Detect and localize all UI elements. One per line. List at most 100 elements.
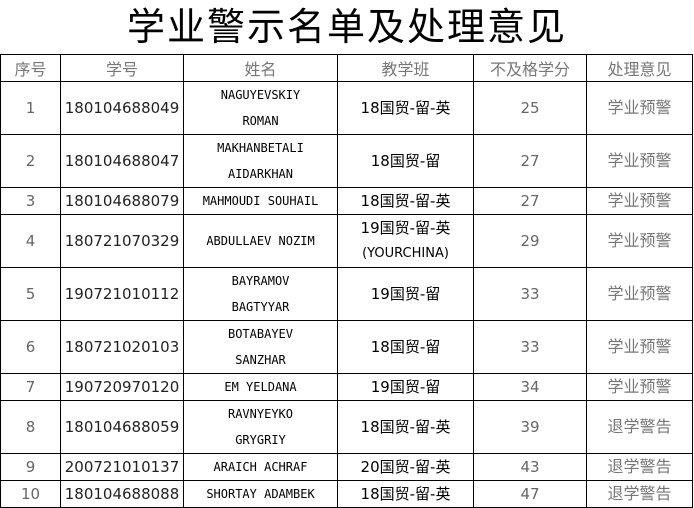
failed-credits: 29 <box>473 214 587 268</box>
student-name: SHORTAY ADAMBEK <box>183 480 338 508</box>
name-line: GRYGRIY <box>235 433 286 447</box>
class-line: 19国贸-留-英 <box>360 219 451 237</box>
teaching-class: 19国贸-留 <box>337 373 474 401</box>
class-line: 18国贸-留 <box>370 338 441 356</box>
handling-opinion: 学业预警 <box>586 373 693 401</box>
column-header: 教学班 <box>337 54 474 82</box>
teaching-class: 20国贸-留-英 <box>337 453 474 481</box>
student-id: 180721070329 <box>60 214 184 268</box>
handling-opinion: 学业预警 <box>586 81 693 135</box>
name-line: ABDULLAEV NOZIM <box>206 234 315 248</box>
row-number: 1 <box>0 81 61 135</box>
column-header: 不及格学分 <box>473 54 587 82</box>
table-row: 7 190720970120 EM YELDANA 19国贸-留 34 学业预警 <box>0 373 693 401</box>
name-line: EM YELDANA <box>224 380 297 394</box>
failed-credits: 33 <box>473 320 587 374</box>
class-line: (YOURCHINA) <box>362 246 449 261</box>
warning-table: 序号 学号 姓名 教学班 不及格学分 处理意见 1 180104688049 NAGUYEVS… <box>0 54 693 508</box>
student-name: BOTABAYEV SANZHAR <box>183 320 338 374</box>
failed-credits: 25 <box>473 81 587 135</box>
row-number: 2 <box>0 134 61 188</box>
failed-credits: 47 <box>473 480 587 508</box>
handling-opinion: 学业预警 <box>586 267 693 321</box>
name-line: BOTABAYEV <box>227 327 294 341</box>
row-number: 10 <box>0 480 61 508</box>
row-number: 5 <box>0 267 61 321</box>
table-row: 8 180104688059 RAVNYEYKO GRYGRIY 18国贸-留-英 39 退… <box>0 400 693 454</box>
class-line: 18国贸-留-英 <box>360 485 451 503</box>
student-name: EM YELDANA <box>183 373 338 401</box>
student-name: MAKHANBETALI AIDARKHAN <box>183 134 338 188</box>
row-number: 3 <box>0 187 61 215</box>
failed-credits: 33 <box>473 267 587 321</box>
name-line: SANZHAR <box>235 353 286 367</box>
table-row: 5 190721010112 BAYRAMOV BAGTYYAR 19国贸-留 33 学业预… <box>0 267 693 321</box>
student-id: 190721010112 <box>60 267 184 321</box>
student-id: 180104688088 <box>60 480 184 508</box>
class-line: 18国贸-留-英 <box>360 99 451 117</box>
student-id: 180104688049 <box>60 81 184 135</box>
table-row: 3 180104688079 MAHMOUDI SOUHAIL 18国贸-留-英 27 学… <box>0 187 693 215</box>
column-header: 处理意见 <box>586 54 693 82</box>
student-name: ARAICH ACHRAF <box>183 453 338 481</box>
name-line: BAGTYYAR <box>231 300 290 314</box>
student-id: 190720970120 <box>60 373 184 401</box>
student-name: BAYRAMOV BAGTYYAR <box>183 267 338 321</box>
teaching-class: 18国贸-留-英 <box>337 480 474 508</box>
row-number: 8 <box>0 400 61 454</box>
teaching-class: 18国贸-留 <box>337 134 474 188</box>
failed-credits: 34 <box>473 373 587 401</box>
teaching-class: 18国贸-留 <box>337 320 474 374</box>
handling-opinion: 退学警告 <box>586 453 693 481</box>
student-id: 180104688079 <box>60 187 184 215</box>
failed-credits: 43 <box>473 453 587 481</box>
name-line: MAKHANBETALI <box>217 141 304 155</box>
class-line: 18国贸-留 <box>370 152 441 170</box>
table-row: 6 180721020103 BOTABAYEV SANZHAR 18国贸-留 33 学业预… <box>0 320 693 374</box>
handling-opinion: 学业预警 <box>586 214 693 268</box>
name-line: AIDARKHAN <box>227 167 294 181</box>
student-name: ABDULLAEV NOZIM <box>183 214 338 268</box>
handling-opinion: 学业预警 <box>586 320 693 374</box>
teaching-class: 18国贸-留-英 <box>337 187 474 215</box>
student-name: RAVNYEYKO GRYGRIY <box>183 400 338 454</box>
handling-opinion: 学业预警 <box>586 187 693 215</box>
page-title: 学业警示名单及处理意见 <box>126 5 567 49</box>
table-row: 1 180104688049 NAGUYEVSKIY ROMAN 18国贸-留-英 25 学… <box>0 81 693 135</box>
handling-opinion: 退学警告 <box>586 400 693 454</box>
name-line: BAYRAMOV <box>231 274 290 288</box>
student-id: 180721020103 <box>60 320 184 374</box>
class-line: 19国贸-留 <box>370 378 441 396</box>
student-name: MAHMOUDI SOUHAIL <box>183 187 338 215</box>
student-id: 180104688047 <box>60 134 184 188</box>
column-header: 姓名 <box>183 54 338 82</box>
teaching-class: 19国贸-留 <box>337 267 474 321</box>
failed-credits: 27 <box>473 134 587 188</box>
row-number: 9 <box>0 453 61 481</box>
handling-opinion: 学业预警 <box>586 134 693 188</box>
name-line: ARAICH ACHRAF <box>213 460 308 474</box>
class-line: 18国贸-留-英 <box>360 192 451 210</box>
student-id: 200721010137 <box>60 453 184 481</box>
table-row: 2 180104688047 MAKHANBETALI AIDARKHAN 18国贸-留… <box>0 134 693 188</box>
row-number: 7 <box>0 373 61 401</box>
table-header: 序号 学号 姓名 教学班 不及格学分 处理意见 <box>0 54 693 82</box>
table-row: 9 200721010137 ARAICH ACHRAF 20国贸-留-英 43 退学警告 <box>0 453 693 481</box>
teaching-class: 18国贸-留-英 <box>337 81 474 135</box>
column-header: 学号 <box>60 54 184 82</box>
name-line: RAVNYEYKO <box>227 407 294 421</box>
name-line: ROMAN <box>242 114 279 128</box>
handling-opinion: 退学警告 <box>586 480 693 508</box>
row-number: 4 <box>0 214 61 268</box>
student-id: 180104688059 <box>60 400 184 454</box>
name-line: NAGUYEVSKIY <box>220 88 301 102</box>
row-number: 6 <box>0 320 61 374</box>
class-line: 18国贸-留-英 <box>360 418 451 436</box>
failed-credits: 39 <box>473 400 587 454</box>
teaching-class: 18国贸-留-英 <box>337 400 474 454</box>
column-header: 序号 <box>0 54 61 82</box>
student-name: NAGUYEVSKIY ROMAN <box>183 81 338 135</box>
table-row: 10 180104688088 SHORTAY ADAMBEK 18国贸-留-英 47 退… <box>0 480 693 508</box>
name-line: SHORTAY ADAMBEK <box>206 487 315 501</box>
name-line: MAHMOUDI SOUHAIL <box>202 194 319 208</box>
